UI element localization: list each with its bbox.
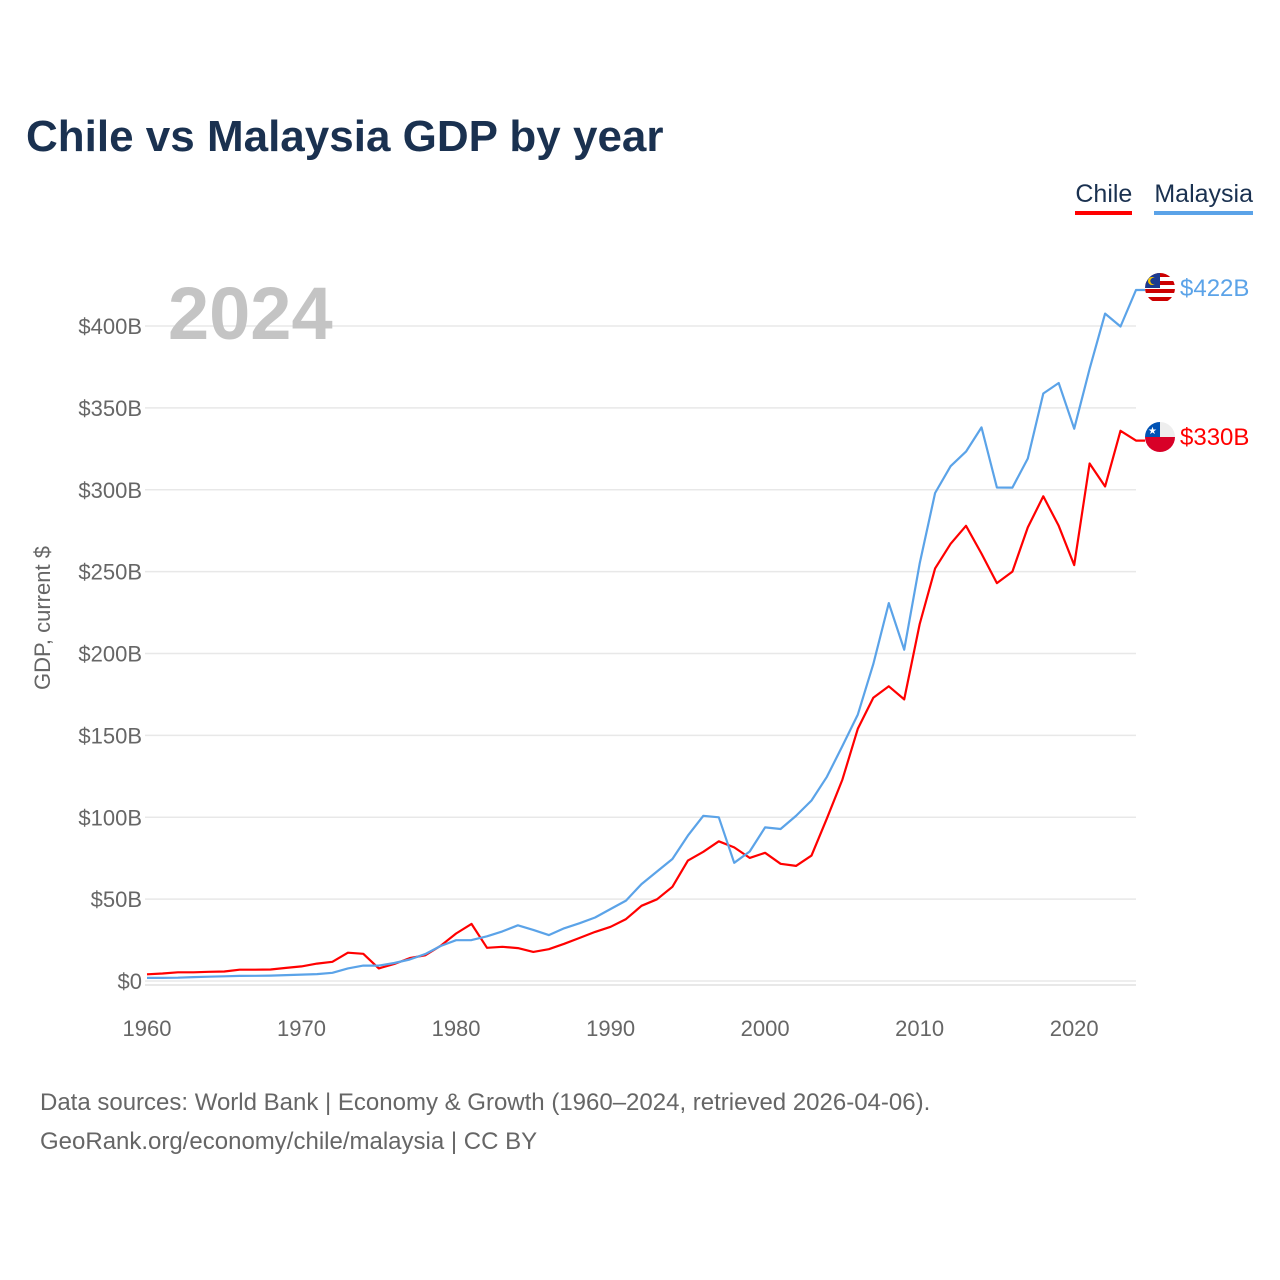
chile-flag-icon: ★ [1145, 422, 1175, 452]
year-watermark: 2024 [168, 272, 333, 355]
x-tick-label: 2000 [741, 1016, 790, 1041]
y-tick-label: $50B [91, 887, 142, 912]
legend-item-chile[interactable]: Chile [1075, 180, 1133, 215]
source-line-1: Data sources: World Bank | Economy & Gro… [40, 1089, 931, 1116]
legend: Chile Malaysia [1075, 180, 1253, 215]
end-label-chile: $330B [1180, 424, 1249, 451]
y-tick-label: $100B [78, 805, 142, 830]
svg-text:★: ★ [1148, 426, 1157, 437]
chart-title: Chile vs Malaysia GDP by year [26, 112, 664, 161]
y-tick-label: $350B [78, 396, 142, 421]
series-line-malaysia [147, 288, 1145, 979]
x-tick-label: 1990 [586, 1016, 635, 1041]
y-tick-label: $150B [78, 723, 142, 748]
y-tick-label: $400B [78, 314, 142, 339]
x-tick-label: 2020 [1050, 1016, 1099, 1041]
y-tick-label: $200B [78, 642, 142, 667]
legend-item-malaysia[interactable]: Malaysia [1154, 180, 1253, 215]
malaysia-flag-icon [1145, 273, 1175, 303]
source-note: Data sources: World Bank | Economy & Gro… [40, 1083, 930, 1161]
x-tick-label: 1970 [277, 1016, 326, 1041]
y-axis-label: GDP, current $ [30, 546, 55, 690]
series-line-chile [146, 429, 1145, 976]
x-tick-label: 2010 [895, 1016, 944, 1041]
y-tick-label: $250B [78, 560, 142, 585]
x-tick-label: 1980 [432, 1016, 481, 1041]
end-label-malaysia: $422B [1180, 275, 1249, 302]
source-line-2[interactable]: GeoRank.org/economy/chile/malaysia | CC … [40, 1128, 538, 1155]
y-tick-label: $300B [78, 478, 142, 503]
y-tick-label: $0 [118, 969, 142, 994]
x-tick-label: 1960 [123, 1016, 172, 1041]
